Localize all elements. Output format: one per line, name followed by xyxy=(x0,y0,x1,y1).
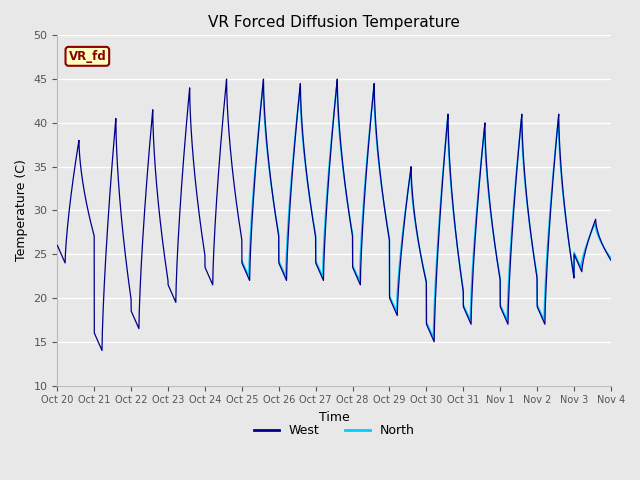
X-axis label: Time: Time xyxy=(319,411,349,424)
Text: VR_fd: VR_fd xyxy=(68,50,106,63)
Y-axis label: Temperature (C): Temperature (C) xyxy=(15,159,28,262)
Legend: West, North: West, North xyxy=(249,420,419,442)
Title: VR Forced Diffusion Temperature: VR Forced Diffusion Temperature xyxy=(208,15,460,30)
